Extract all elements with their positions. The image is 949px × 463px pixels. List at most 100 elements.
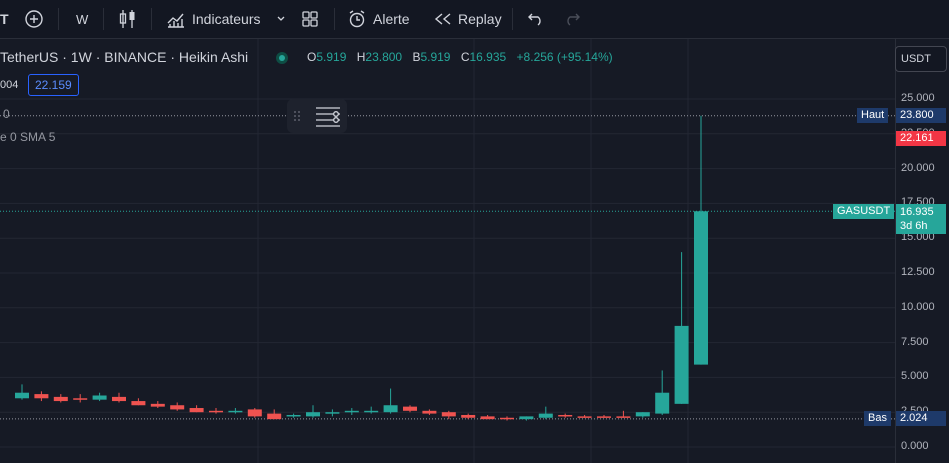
chevron-down-icon <box>277 16 285 21</box>
layout-button[interactable] <box>301 0 319 38</box>
candle-body <box>209 410 223 413</box>
candle-body <box>325 412 340 414</box>
candle-body <box>558 414 573 417</box>
price-tick-label: 5.000 <box>901 370 929 383</box>
redo-icon <box>567 13 580 26</box>
candle-body <box>73 398 88 400</box>
toolbar-separator <box>512 8 513 30</box>
candle-body <box>306 412 320 417</box>
price-tick-label: 20.000 <box>901 161 935 174</box>
low-value: 5.919 <box>420 50 451 64</box>
compare-symbol-button[interactable] <box>24 0 44 38</box>
alert-label: Alerte <box>373 11 410 27</box>
indicators-button[interactable]: Indicateurs <box>166 0 260 38</box>
close-value: 16.935 <box>469 50 507 64</box>
toolbar-separator <box>58 8 59 30</box>
sma-price-tag: 22.161 <box>896 131 946 147</box>
rewind-icon <box>434 13 451 25</box>
candle-body <box>597 416 611 418</box>
current-price-value: 16.935 <box>900 205 934 218</box>
currency-selector[interactable]: USDT <box>895 46 947 72</box>
settings-sliders-icon[interactable] <box>314 104 342 128</box>
candle-body <box>131 401 146 406</box>
ohlc-legend: O5.919 H23.800 B5.919 C16.935 +8.256 (+9… <box>307 50 613 64</box>
indicator-value-box: 22.159 <box>28 74 79 96</box>
price-tick-label: 25.000 <box>901 92 935 104</box>
low-tag-value: 2.024 <box>896 411 946 427</box>
replay-button[interactable]: Replay <box>434 0 502 38</box>
undo-button[interactable] <box>527 0 545 38</box>
high-label: H <box>356 50 366 64</box>
price-tick-label: 0.000 <box>901 440 929 452</box>
indicators-chart-icon <box>167 13 184 28</box>
candle-body <box>364 410 379 413</box>
high-tag-value: 23.800 <box>896 108 946 124</box>
chart-grid <box>0 39 895 463</box>
top-toolbar: T W Indicateurs Alerte Replay <box>0 0 949 39</box>
candle-body <box>34 394 49 399</box>
toolbar-separator <box>334 8 335 30</box>
floating-drawing-toolbar[interactable] <box>287 99 347 133</box>
candle-body <box>112 396 126 402</box>
candle-body <box>694 211 708 365</box>
candle-body <box>228 410 243 413</box>
candle-body <box>383 405 398 413</box>
interval-button[interactable]: W <box>76 11 89 27</box>
candle-body <box>286 414 301 417</box>
candle-body <box>461 414 476 418</box>
close-label: C <box>460 50 470 64</box>
symbol-title: TetherUS · 1W · BINANCE · Heikin Ashi <box>0 49 249 65</box>
chart-type-button[interactable] <box>118 0 138 38</box>
candle-body <box>616 416 631 418</box>
price-tick-label: 15.000 <box>901 231 935 244</box>
candle-body <box>577 416 592 418</box>
candle-body <box>189 408 204 413</box>
candle-body <box>403 406 417 411</box>
candle-body <box>170 405 185 410</box>
replay-label: Replay <box>458 11 502 27</box>
candle-body <box>247 409 262 417</box>
open-label: O <box>307 50 317 64</box>
indicator-row-value: 0 <box>3 107 10 121</box>
candle-body <box>635 412 650 417</box>
candle-body <box>150 403 165 407</box>
candle-body <box>53 396 68 402</box>
current-price-tag: 16.935 3d 6h <box>896 203 946 234</box>
candle-body <box>441 412 456 417</box>
candle-body <box>422 410 437 414</box>
candle-body <box>519 416 534 420</box>
plus-circle-icon <box>25 10 43 28</box>
symbol-legend[interactable]: TetherUS · 1W · BINANCE · Heikin Ashi <box>0 49 248 65</box>
price-chart[interactable] <box>0 39 895 463</box>
price-tick-label: 12.500 <box>901 266 935 278</box>
price-tick-label: 7.500 <box>901 335 929 348</box>
change-value: +8.256 (+95.14%) <box>516 50 613 64</box>
grid-layout-icon <box>302 11 318 27</box>
candle-body <box>92 395 107 400</box>
candle-body <box>500 417 514 420</box>
redo-button[interactable] <box>563 0 581 38</box>
indicators-label: Indicateurs <box>192 11 261 27</box>
bar-countdown: 3d 6h <box>900 219 928 232</box>
candle-body <box>538 413 553 418</box>
candle-body <box>344 410 359 413</box>
alarm-clock-icon <box>349 10 365 28</box>
alert-button[interactable]: Alerte <box>347 0 410 38</box>
low-tag-label: Bas <box>864 411 891 427</box>
candle-body <box>267 413 282 420</box>
toolbar-separator <box>151 8 152 30</box>
candle-body <box>655 392 670 414</box>
candle-body <box>674 325 689 404</box>
drag-handle-icon[interactable] <box>293 110 301 122</box>
candle-body <box>15 392 29 399</box>
indicator-row-value: 004 <box>0 79 19 91</box>
symbol-tag-label: GASUSDT <box>833 203 895 219</box>
symbol-search-fragment[interactable]: T <box>0 11 9 27</box>
candle-body <box>480 416 495 420</box>
indicators-dropdown-button[interactable] <box>276 0 286 38</box>
high-tag-label: Haut <box>857 108 889 124</box>
market-status-icon <box>276 52 288 64</box>
price-tick-label: 10.000 <box>901 300 935 313</box>
open-value: 5.919 <box>316 50 347 64</box>
sma-label: e 0 SMA 5 <box>0 130 56 144</box>
